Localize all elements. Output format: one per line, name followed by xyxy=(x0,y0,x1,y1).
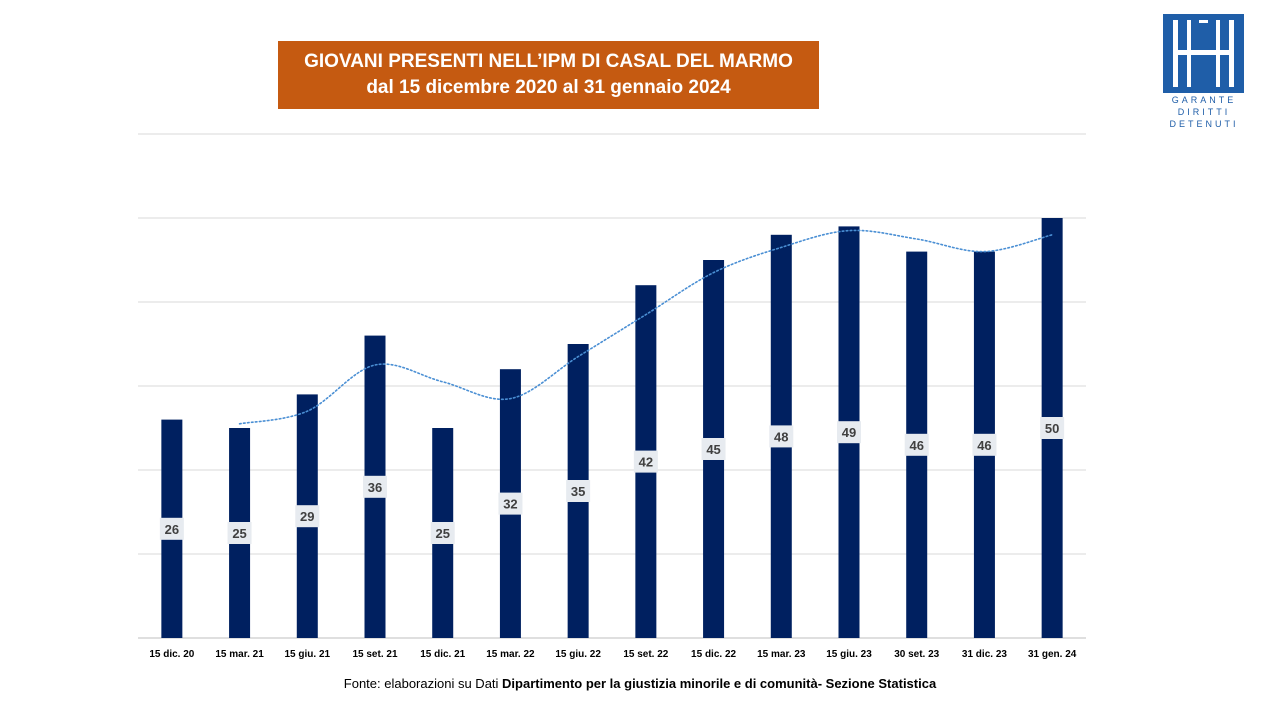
data-label-bg xyxy=(363,475,387,498)
x-tick-label: 31 gen. 24 xyxy=(1028,649,1077,660)
garante-logo-icon xyxy=(1163,14,1244,93)
data-label: 48 xyxy=(774,429,788,444)
data-label-bg xyxy=(295,505,320,528)
data-label-bg xyxy=(566,480,591,502)
data-label: 25 xyxy=(435,526,449,541)
trendline xyxy=(238,229,1053,425)
x-tick-label: 15 mar. 22 xyxy=(486,649,535,660)
data-label: 46 xyxy=(977,438,991,453)
data-label-bg xyxy=(159,517,184,540)
data-label: 25 xyxy=(232,526,246,541)
data-label: 29 xyxy=(300,509,314,524)
source-note: Fonte: elaborazioni su Dati Dipartimento… xyxy=(0,676,1280,691)
data-label-bg xyxy=(837,421,861,444)
data-label: 42 xyxy=(639,455,653,470)
data-label: 36 xyxy=(368,480,382,495)
x-tick-label: 15 mar. 21 xyxy=(215,649,264,660)
chart-title: GIOVANI PRESENTI NELL’IPM DI CASAL DEL M… xyxy=(278,41,819,109)
source-prefix: Fonte: elaborazioni su Dati xyxy=(343,676,503,691)
logo-text-garante: GARANTE xyxy=(1171,95,1237,105)
data-label-bg xyxy=(769,425,794,448)
chart-title-line2: dal 15 dicembre 2020 al 31 gennaio 2024 xyxy=(366,77,731,98)
data-label-bg xyxy=(904,433,929,456)
x-tick-label: 15 dic. 22 xyxy=(691,649,736,660)
logo-text-detenuti: DETENUTI xyxy=(1169,119,1239,129)
data-label-bg xyxy=(227,522,252,544)
x-tick-label: 31 dic. 23 xyxy=(962,649,1007,660)
chart-title-line1: GIOVANI PRESENTI NELL’IPM DI CASAL DEL M… xyxy=(304,51,793,72)
garante-logo: GARANTE DIRITTI DETENUTI xyxy=(1163,14,1245,129)
x-tick-label: 15 giu. 21 xyxy=(284,649,330,660)
x-tick-label: 30 set. 23 xyxy=(894,649,939,660)
logo-text-diritti: DIRITTI xyxy=(1177,107,1231,117)
data-label: 50 xyxy=(1045,421,1059,436)
x-tick-label: 15 set. 22 xyxy=(623,649,668,660)
data-label: 26 xyxy=(165,522,179,537)
data-label: 32 xyxy=(503,497,517,512)
x-tick-label: 15 mar. 23 xyxy=(757,649,806,660)
data-label-bg xyxy=(430,522,455,544)
data-label: 45 xyxy=(706,442,720,457)
source-bold: Dipartimento per la giustizia minorile e… xyxy=(502,676,937,691)
data-label-bg xyxy=(972,433,997,456)
data-label: 49 xyxy=(842,425,856,440)
x-tick-label: 15 dic. 21 xyxy=(420,649,465,660)
data-label: 46 xyxy=(909,438,923,453)
x-tick-label: 15 giu. 22 xyxy=(555,649,601,660)
data-label-bg xyxy=(498,492,523,515)
x-tick-label: 15 set. 21 xyxy=(352,649,397,660)
data-label-bg xyxy=(701,438,726,460)
data-label-bg xyxy=(633,450,658,473)
x-tick-label: 15 giu. 23 xyxy=(826,649,872,660)
data-label: 35 xyxy=(571,484,585,499)
data-label-bg xyxy=(1040,417,1065,439)
x-tick-label: 15 dic. 20 xyxy=(149,649,194,660)
